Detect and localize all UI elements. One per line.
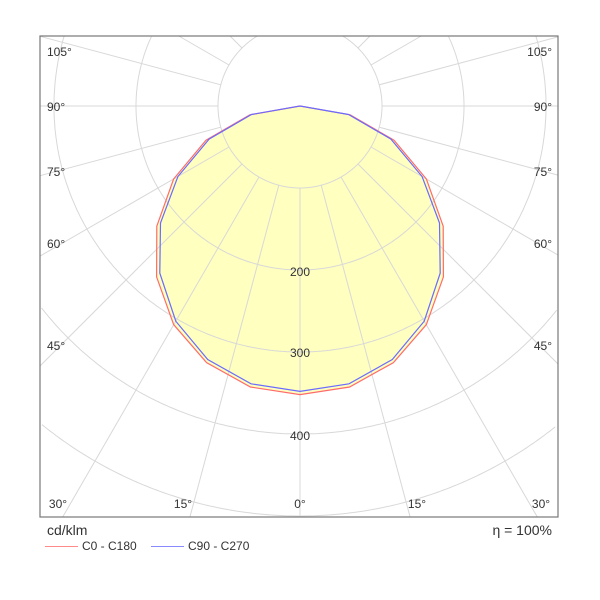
grid-spoke <box>379 36 559 86</box>
grid-spoke <box>379 126 559 176</box>
legend-swatch-c0 <box>45 546 78 547</box>
angle-label-bottom: 0° <box>294 497 306 511</box>
legend-swatch-c90 <box>151 546 184 547</box>
grid-spoke <box>370 35 422 66</box>
grid-ring-100 <box>217 35 383 189</box>
grid-spoke <box>229 35 243 49</box>
series-line-1 <box>159 105 441 393</box>
angle-label-left: 105° <box>47 45 72 59</box>
angle-label-bottom: 30° <box>49 497 67 511</box>
grid-ring-500 <box>41 424 556 517</box>
angle-label-right: 105° <box>527 45 552 59</box>
grid-spoke <box>357 163 559 365</box>
grid-spoke <box>340 176 538 518</box>
grid-spoke <box>178 35 230 66</box>
ring-label: 300 <box>290 346 310 360</box>
angle-label-left: 90° <box>47 100 65 114</box>
plot-frame <box>39 35 559 518</box>
plot-area <box>39 35 559 518</box>
angle-label-left: 60° <box>47 237 65 251</box>
grid-ring-200 <box>135 36 465 271</box>
grid-spoke <box>189 185 280 518</box>
angle-label-bottom: 15° <box>174 497 192 511</box>
angle-label-left: 45° <box>47 339 65 353</box>
angle-label-bottom: 30° <box>532 497 550 511</box>
unit-label: cd/klm <box>47 522 88 538</box>
ring-label: 400 <box>290 429 310 443</box>
grid-spoke <box>39 146 230 257</box>
grid-spoke <box>39 35 221 86</box>
angle-label-right: 90° <box>534 100 552 114</box>
efficiency-label: η = 100% <box>492 522 552 538</box>
grid-spoke <box>320 185 411 518</box>
angle-label-right: 60° <box>534 237 552 251</box>
grid-spoke <box>370 146 559 256</box>
grid-ring-400 <box>41 307 558 435</box>
angle-label-left: 75° <box>47 165 65 179</box>
ring-label: 200 <box>290 265 310 279</box>
grid-spoke <box>39 163 243 367</box>
grid-spoke <box>357 35 371 49</box>
angle-label-right: 75° <box>534 165 552 179</box>
angle-label-bottom: 15° <box>408 497 426 511</box>
grid-spoke <box>62 176 260 518</box>
grid-spoke <box>39 126 221 177</box>
grid-ring-300 <box>53 35 547 353</box>
legend-label-c0: C0 - C180 <box>82 539 137 553</box>
legend-label-c90: C90 - C270 <box>188 539 250 553</box>
angle-label-right: 45° <box>534 339 552 353</box>
